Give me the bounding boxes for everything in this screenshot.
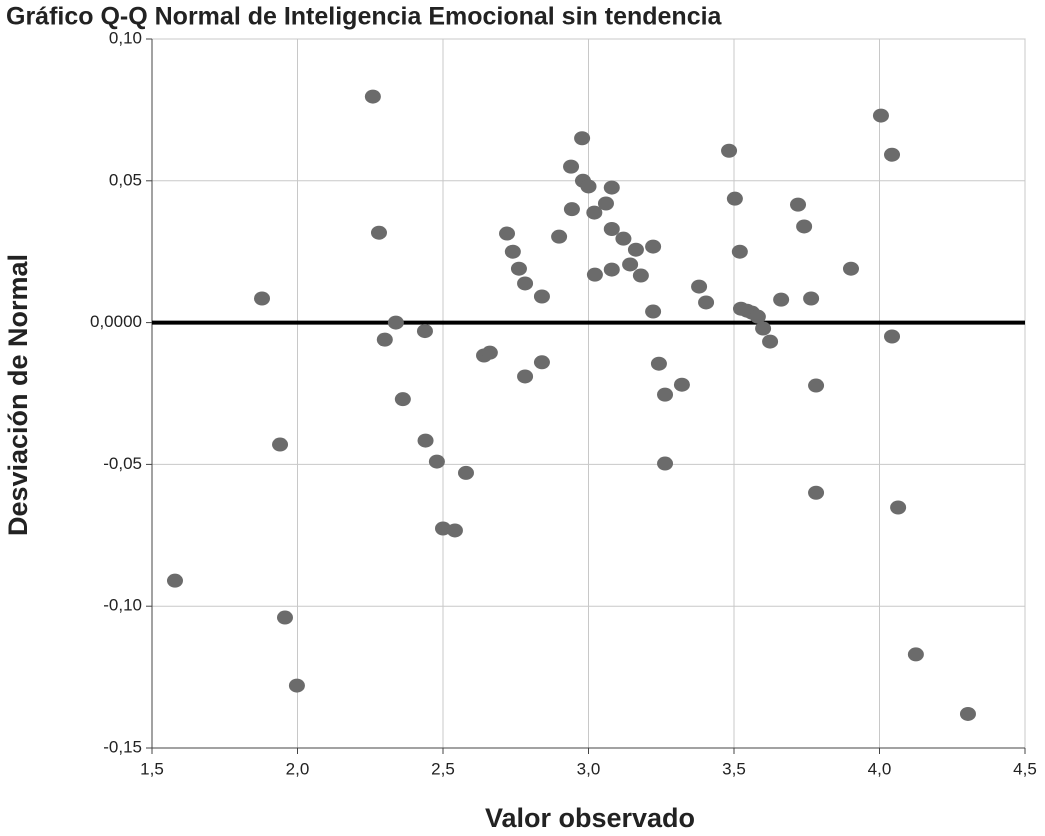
point	[533, 289, 550, 304]
x-tick-label: 3,5	[722, 759, 746, 778]
point	[446, 523, 463, 538]
point	[517, 276, 534, 291]
point	[551, 229, 568, 244]
point	[574, 131, 591, 146]
point	[370, 225, 387, 240]
point	[481, 345, 498, 360]
point	[387, 315, 404, 330]
point	[721, 143, 738, 158]
point	[276, 610, 293, 625]
point	[586, 267, 603, 282]
point	[586, 205, 603, 220]
point	[603, 222, 620, 237]
point	[884, 147, 901, 162]
point	[773, 292, 790, 307]
point	[622, 257, 639, 272]
y-tick-label: -0,10	[103, 596, 142, 615]
point	[603, 262, 620, 277]
x-tick-label: 4,5	[1013, 759, 1037, 778]
x-tick-label: 2,5	[431, 759, 455, 778]
y-tick-label: -0,15	[103, 737, 142, 756]
point	[428, 454, 445, 469]
point	[417, 433, 434, 448]
point	[272, 437, 289, 452]
point	[890, 500, 907, 515]
point	[416, 324, 433, 339]
point	[632, 268, 649, 283]
y-tick-label: 0,10	[109, 28, 142, 47]
point	[907, 647, 924, 662]
point	[376, 332, 393, 347]
point	[803, 291, 820, 306]
point	[808, 485, 825, 500]
point	[698, 295, 715, 310]
point	[288, 678, 305, 693]
x-tick-label: 1,5	[140, 759, 164, 778]
x-axis-label: Valor observado	[485, 803, 695, 833]
point	[762, 334, 779, 349]
point	[650, 356, 667, 371]
point	[533, 355, 550, 370]
point	[615, 231, 632, 246]
x-tick-label: 4,0	[868, 759, 892, 778]
chart-title: Gráfico Q-Q Normal de Inteligencia Emoci…	[6, 3, 723, 31]
point	[691, 279, 708, 294]
point	[457, 465, 474, 480]
point	[364, 89, 381, 104]
point	[253, 291, 270, 306]
point	[872, 108, 889, 123]
point	[755, 321, 772, 336]
point	[657, 387, 674, 402]
point	[435, 521, 451, 536]
point	[166, 573, 183, 588]
point	[790, 197, 807, 212]
y-tick-label: -0,05	[103, 454, 142, 473]
y-axis-label: Desviación de Normal	[3, 254, 33, 536]
point	[884, 329, 901, 344]
point	[563, 159, 580, 174]
point	[645, 239, 662, 254]
point	[726, 191, 743, 206]
x-tick-label: 3,0	[577, 759, 601, 778]
y-tick-label: 0,0000	[90, 312, 142, 331]
point	[627, 242, 644, 257]
point	[563, 202, 580, 217]
point	[808, 378, 825, 393]
point	[796, 219, 813, 234]
point	[597, 196, 614, 211]
point	[394, 392, 411, 407]
point	[842, 261, 859, 276]
point	[603, 180, 620, 195]
point	[731, 244, 748, 259]
point	[645, 304, 662, 319]
point	[959, 706, 976, 721]
y-tick-label: 0,05	[109, 170, 142, 189]
point	[749, 309, 766, 324]
point	[517, 369, 534, 384]
point	[504, 244, 521, 259]
point	[580, 179, 597, 194]
point	[499, 226, 516, 241]
point	[657, 456, 674, 471]
x-tick-label: 2,0	[286, 759, 310, 778]
point	[673, 377, 690, 392]
point	[510, 261, 527, 276]
